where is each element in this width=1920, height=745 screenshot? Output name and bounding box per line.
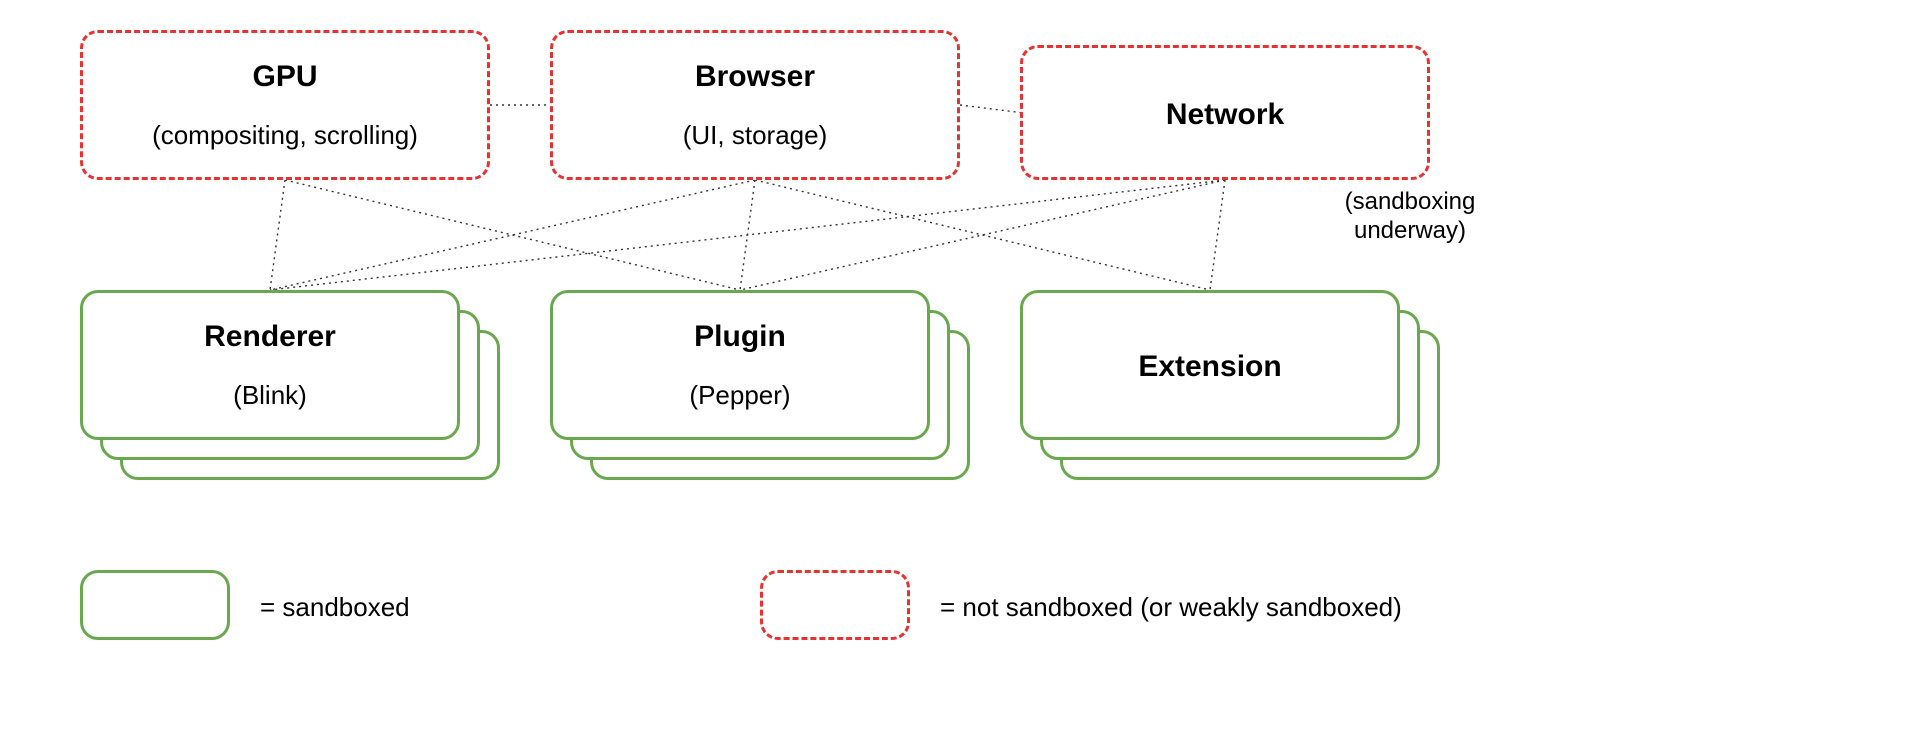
browser-title: Browser — [553, 60, 957, 94]
extension-box: Extension — [1020, 290, 1400, 440]
legend-not-sandboxed-label: = not sandboxed (or weakly sandboxed) — [940, 592, 1402, 623]
gpu-title: GPU — [83, 60, 487, 94]
network-annotation: (sandboxing underway) — [1310, 188, 1510, 246]
legend-sandboxed-label: = sandboxed — [260, 592, 410, 623]
legend-not-sandboxed-swatch — [760, 570, 910, 640]
connector-line — [285, 180, 740, 290]
connector-line — [960, 105, 1020, 113]
renderer-subtitle: (Blink) — [83, 380, 457, 411]
browser-box: Browser (UI, storage) — [550, 30, 960, 180]
connector-line — [270, 180, 1225, 290]
gpu-subtitle: (compositing, scrolling) — [83, 120, 487, 151]
plugin-title: Plugin — [553, 320, 927, 354]
gpu-box: GPU (compositing, scrolling) — [80, 30, 490, 180]
extension-title: Extension — [1023, 350, 1397, 384]
connector-line — [270, 180, 285, 290]
connector-line — [1210, 180, 1225, 290]
annotation-line1: (sandboxing — [1345, 188, 1476, 215]
browser-subtitle: (UI, storage) — [553, 120, 957, 151]
annotation-line2: underway) — [1354, 217, 1466, 244]
connector-line — [740, 180, 1225, 290]
connector-line — [740, 180, 755, 290]
legend-sandboxed-swatch — [80, 570, 230, 640]
connector-line — [270, 180, 755, 290]
renderer-box: Renderer (Blink) — [80, 290, 460, 440]
network-box: Network — [1020, 45, 1430, 180]
plugin-box: Plugin (Pepper) — [550, 290, 930, 440]
renderer-title: Renderer — [83, 320, 457, 354]
network-title: Network — [1023, 98, 1427, 132]
plugin-subtitle: (Pepper) — [553, 380, 927, 411]
connector-line — [755, 180, 1210, 290]
